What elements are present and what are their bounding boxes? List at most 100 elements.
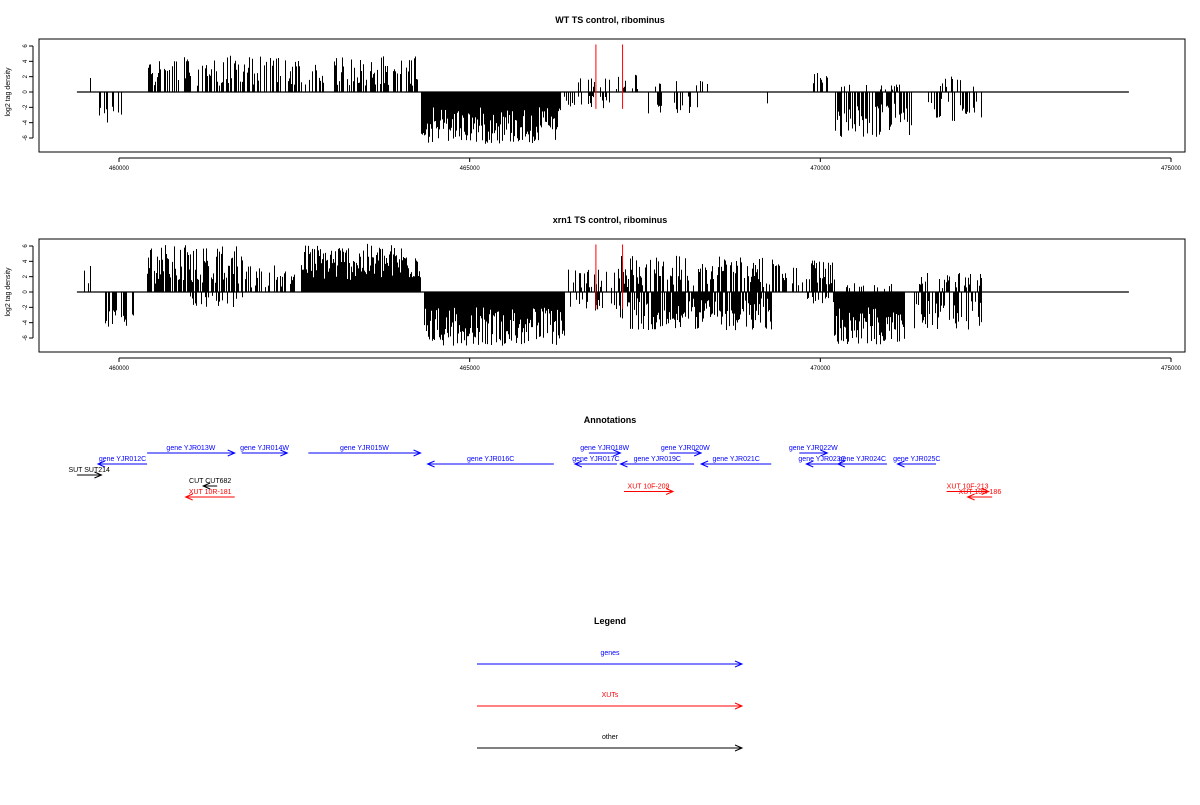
xrn1-track-bars	[76, 243, 1129, 346]
feature-label: gene YJR025C	[893, 456, 940, 463]
y-tick-label: -4	[23, 119, 29, 125]
x-tick-label: 475000	[1161, 166, 1182, 172]
y-tick-label: -2	[23, 304, 29, 310]
annotation-features: gene YJR012C gene YJR013W gene YJR014W gene…	[68, 445, 1002, 501]
feature-label: gene YJR020W	[661, 445, 710, 452]
xrn1-track-y-axis: -6 -4 -2 0 2 4 6	[23, 244, 34, 341]
annotation-gene-yjr022w: gene YJR022W	[789, 445, 838, 457]
legend-arrowhead	[734, 660, 744, 668]
feature-label: XUT 10F-209	[628, 484, 670, 491]
annotation-gene-yjr014w: gene YJR014W	[240, 445, 289, 457]
feature-label: gene YJR022W	[789, 445, 838, 452]
xrn1-track-x-axis: 460000 465000 470000 475000	[109, 357, 1182, 372]
feature-arrowhead	[665, 488, 675, 495]
feature-arrowhead	[426, 460, 435, 468]
xrn1-track-panel: xrn1 TS control, ribominus log2 tag dens…	[5, 215, 1186, 372]
x-tick-label: 470000	[810, 166, 831, 172]
x-tick-label: 465000	[460, 166, 481, 172]
xrn1-track-title: xrn1 TS control, ribominus	[553, 215, 668, 225]
feature-label: gene YJR018W	[580, 445, 629, 452]
annotation-xut-10f-213: XUT 10F-213	[946, 484, 990, 495]
y-tick-label: -2	[23, 104, 29, 110]
annotation-sut-sut214: SUT SUT214	[68, 467, 110, 479]
legend-items: genes XUTs other	[477, 650, 744, 752]
feature-label: gene YJR016C	[467, 456, 514, 463]
legend-arrowhead	[734, 702, 744, 710]
annotation-gene-yjr023c: gene YJR023C	[798, 456, 846, 468]
feature-arrowhead	[966, 493, 975, 501]
annotation-gene-yjr021c: gene YJR021C	[699, 456, 772, 468]
y-tick-label: 4	[23, 59, 29, 63]
feature-label: gene YJR014W	[240, 445, 289, 452]
legend-item-xuts: XUTs	[477, 692, 744, 710]
annotation-gene-yjr017c: gene YJR017C	[572, 456, 620, 468]
y-tick-label: -4	[23, 319, 29, 325]
feature-label: gene YJR019C	[634, 456, 681, 463]
legend: Legend genes XUTs other	[477, 616, 744, 752]
feature-arrowhead	[619, 460, 628, 468]
y-tick-label: 2	[23, 74, 29, 78]
feature-label: gene YJR017C	[572, 456, 619, 463]
y-tick-label: 6	[23, 44, 29, 48]
legend-title: Legend	[594, 616, 626, 626]
feature-arrowhead	[981, 488, 990, 495]
feature-label: SUT SUT214	[68, 467, 110, 474]
annotation-gene-yjr015w: gene YJR015W	[308, 445, 422, 457]
wt-track-x-axis: 460000 465000 470000 475000	[109, 157, 1182, 172]
annotation-xut-10r-181: XUT 10R-181	[184, 489, 235, 501]
feature-arrowhead	[820, 449, 829, 457]
feature-label: gene YJR015W	[340, 445, 389, 452]
annotations-title: Annotations	[584, 415, 637, 425]
feature-label: gene YJR012C	[99, 456, 146, 463]
legend-label: other	[602, 734, 619, 741]
annotation-gene-yjr020w: gene YJR020W	[661, 445, 710, 457]
y-tick-label: 4	[23, 259, 29, 263]
xrn1-track-ylabel: log2 tag density	[5, 267, 12, 317]
feature-arrowhead	[573, 460, 583, 468]
x-tick-label: 465000	[460, 366, 481, 372]
y-tick-label: -6	[23, 335, 29, 341]
wt-track-plot-box	[38, 38, 1186, 153]
wt-track-y-axis: -6 -4 -2 0 2 4 6	[23, 44, 34, 141]
x-tick-label: 470000	[810, 366, 831, 372]
wt-track-title: WT TS control, ribominus	[555, 15, 665, 25]
feature-arrowhead	[699, 460, 709, 468]
feature-label: XUT 10F-213	[947, 484, 989, 491]
y-tick-label: 6	[23, 244, 29, 248]
y-tick-label: 0	[23, 90, 29, 94]
x-tick-label: 460000	[109, 366, 130, 372]
legend-label: XUTs	[602, 692, 619, 699]
feature-arrowhead	[227, 449, 236, 457]
feature-label: gene YJR023C	[798, 456, 845, 463]
annotation-gene-yjr025c: gene YJR025C	[893, 456, 940, 468]
feature-label: gene YJR021C	[712, 456, 759, 463]
y-tick-label: 0	[23, 290, 29, 294]
annotation-xut-10r-186: XUT 10R-186	[959, 489, 1002, 501]
legend-arrowhead	[734, 744, 744, 752]
legend-label: genes	[600, 650, 620, 657]
feature-arrowhead	[693, 449, 703, 457]
wt-track-ylabel: log2 tag density	[5, 67, 12, 117]
feature-arrowhead	[805, 460, 814, 468]
feature-arrowhead	[94, 471, 103, 479]
feature-arrowhead	[184, 493, 193, 501]
annotation-gene-yjr012c: gene YJR012C	[96, 456, 148, 468]
xrn1-track-plot-box	[38, 238, 1186, 353]
feature-arrowhead	[896, 460, 905, 468]
feature-label: XUT 10R-186	[959, 489, 1002, 496]
feature-label: gene YJR013W	[166, 445, 215, 452]
feature-arrowhead	[413, 449, 422, 457]
y-tick-label: -6	[23, 135, 29, 141]
wt-track-bars	[76, 55, 1129, 144]
x-tick-label: 460000	[109, 166, 130, 172]
wt-track-panel: WT TS control, ribominus log2 tag densit…	[5, 15, 1186, 172]
legend-item-genes: genes	[477, 650, 744, 668]
x-tick-label: 475000	[1161, 366, 1182, 372]
feature-arrowhead	[96, 460, 106, 468]
legend-item-other: other	[477, 734, 744, 752]
feature-arrowhead	[836, 460, 846, 468]
annotation-gene-yjr018w: gene YJR018W	[580, 445, 630, 457]
